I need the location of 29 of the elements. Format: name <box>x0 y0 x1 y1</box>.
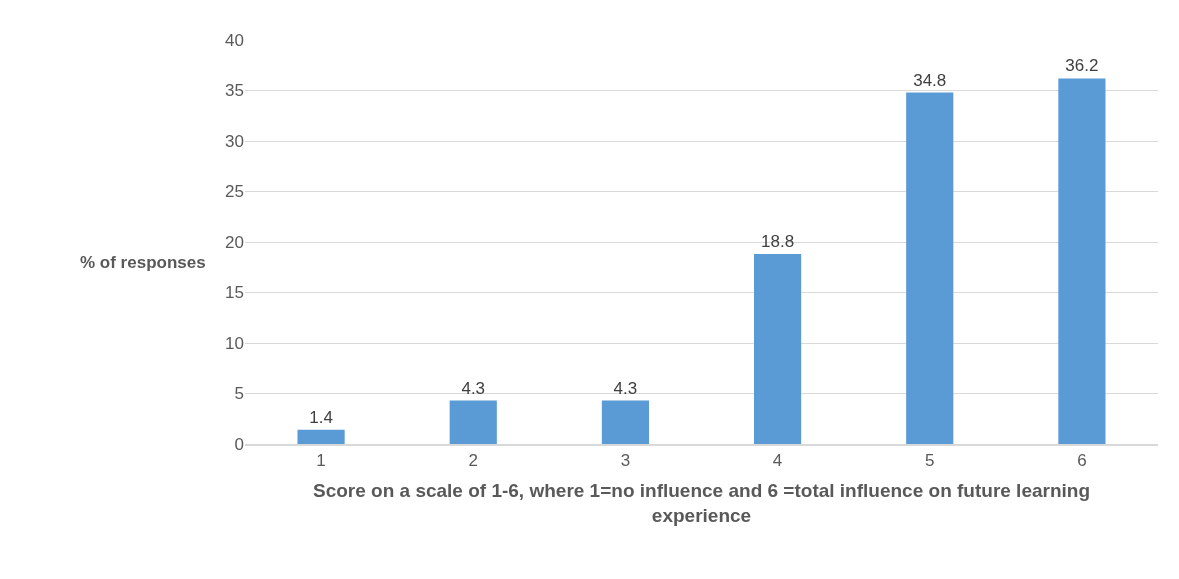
bar <box>754 254 802 444</box>
y-tick-label: 40 <box>225 30 244 50</box>
data-label: 34.8 <box>913 70 947 90</box>
x-tick-label: 6 <box>1077 451 1087 471</box>
data-label: 4.3 <box>461 378 486 398</box>
x-tick-label: 3 <box>620 451 631 471</box>
x-tick-label: 4 <box>772 451 783 471</box>
y-tick-label: 20 <box>225 232 244 252</box>
x-tick-label: 5 <box>925 451 935 471</box>
bar <box>1058 78 1106 444</box>
data-label: 36.2 <box>1065 56 1099 76</box>
bar <box>449 400 497 444</box>
y-tick-label: 30 <box>225 131 244 151</box>
data-label: 1.4 <box>309 407 333 427</box>
y-tick-label: 35 <box>225 81 244 101</box>
y-tick-label: 0 <box>234 434 244 454</box>
x-tick-label: 2 <box>468 451 478 471</box>
data-label: 18.8 <box>761 232 795 252</box>
y-tick-label: 15 <box>225 283 244 303</box>
bar <box>601 400 649 444</box>
data-label: 4.3 <box>613 378 638 398</box>
y-tick-label: 10 <box>225 333 244 353</box>
y-tick-label: 5 <box>234 384 244 404</box>
x-axis-title: Score on a scale of 1-6, where 1=no influence and 6 =total influence on future learning experience <box>312 480 1091 527</box>
x-tick-label: 1 <box>316 451 326 471</box>
y-tick-label: 25 <box>225 182 244 202</box>
bar <box>297 429 345 444</box>
y-axis-title: % of responses <box>80 253 206 272</box>
bar <box>906 92 954 444</box>
